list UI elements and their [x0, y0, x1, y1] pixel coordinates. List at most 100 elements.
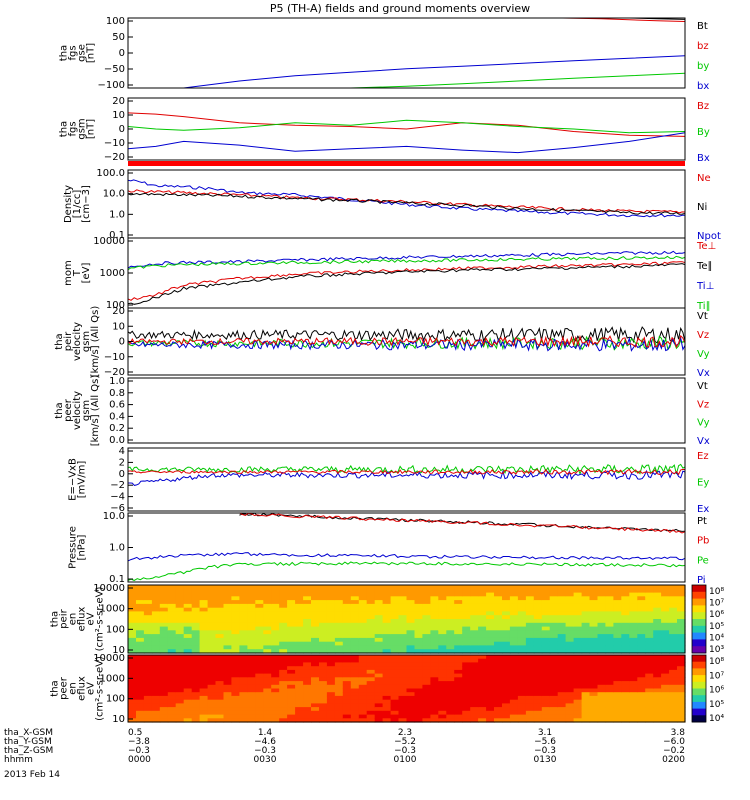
spectrogram-cell: [478, 692, 487, 697]
spectrogram-cell: [390, 600, 400, 605]
spectrogram-cell: [533, 703, 543, 708]
spectrogram-cell: [502, 714, 511, 719]
spectrogram-cell: [478, 684, 487, 690]
spectrogram-cell: [414, 692, 424, 697]
spectrogram-cell: [677, 634, 686, 639]
spectrogram-cell: [621, 607, 630, 613]
spectrogram-cell: [390, 669, 400, 675]
spectrogram-cell: [151, 630, 161, 635]
spectrogram-cell: [342, 645, 352, 650]
spectrogram-cell: [390, 603, 400, 609]
spectrogram-cell: [653, 673, 662, 678]
spectrogram-cell: [350, 710, 360, 716]
spectrogram-cell: [342, 607, 352, 613]
y-axis-label-line: [nT]: [86, 43, 97, 63]
spectrogram-cell: [446, 603, 455, 609]
spectrogram-cell: [175, 645, 185, 650]
spectrogram-cell: [533, 707, 543, 712]
spectrogram-cell: [136, 699, 145, 704]
spectrogram-cell: [573, 673, 583, 678]
spectrogram-cell: [271, 688, 280, 693]
spectrogram-cell: [350, 649, 360, 654]
spectrogram-cell: [565, 666, 575, 671]
y-tick-label: 10000: [93, 653, 125, 664]
spectrogram-cell: [215, 677, 225, 682]
spectrogram-cell: [533, 588, 543, 594]
spectrogram-cell: [406, 707, 416, 712]
spectrogram-cell: [199, 603, 209, 609]
spectrogram-cell: [191, 699, 201, 704]
spectrogram-cell: [438, 699, 447, 704]
spectrogram-cell: [470, 588, 479, 594]
spectrogram-cell: [669, 714, 678, 719]
spectrogram-cell: [159, 703, 169, 708]
spectrogram-cell: [462, 607, 471, 613]
spectrogram-cell: [374, 615, 384, 620]
spectrogram-cell: [191, 714, 201, 719]
spectrogram-cell: [319, 600, 328, 605]
spectrogram-cell: [295, 622, 304, 628]
spectrogram-cell: [128, 649, 137, 654]
spectrogram-cell: [509, 622, 519, 628]
spectrogram-cell: [255, 622, 264, 628]
spectrogram-cell: [621, 637, 630, 643]
spectrogram-cell: [151, 714, 161, 719]
spectrogram-cell: [645, 710, 654, 716]
spectrogram-cell: [183, 710, 193, 716]
spectrogram-cell: [263, 600, 272, 605]
spectrogram-cell: [462, 688, 471, 693]
spectrogram-cell: [414, 649, 424, 654]
spectrogram-cell: [589, 615, 599, 620]
spectrogram-cell: [637, 658, 646, 663]
spectrogram-cell: [199, 645, 209, 650]
spectrogram-cell: [669, 673, 678, 678]
spectrogram-cell: [661, 637, 670, 643]
spectrogram-cell: [143, 615, 153, 620]
spectrogram-cell: [613, 673, 622, 678]
spectrogram-cell: [422, 673, 431, 678]
spectrogram-cell: [175, 695, 185, 701]
spectrogram-cell: [279, 626, 288, 631]
spectrogram-cell: [136, 596, 145, 601]
spectrogram-cell: [653, 703, 662, 708]
spectrogram-cell: [406, 611, 416, 616]
spectrogram-cell: [470, 630, 479, 635]
spectrogram-cell: [430, 718, 439, 723]
spectrogram-cell: [382, 695, 392, 701]
spectrogram-cell: [191, 592, 201, 597]
spectrogram-cell: [573, 596, 583, 601]
spectrogram-cell: [645, 718, 654, 723]
spectrogram-cell: [613, 666, 622, 671]
spectrogram-cell: [279, 658, 288, 663]
spectrogram-cell: [605, 637, 614, 643]
spectrogram-cell: [398, 666, 408, 671]
spectrogram-cell: [661, 662, 670, 667]
spectrogram-cell: [581, 600, 591, 605]
spectrogram-cell: [637, 666, 646, 671]
spectrogram-cell: [319, 592, 328, 597]
spectrogram-cell: [637, 677, 646, 682]
spectrogram-cell: [136, 673, 145, 678]
x-row-label: tha_Y-GSM: [4, 737, 52, 747]
spectrogram-cell: [311, 703, 320, 708]
spectrogram-cell: [597, 622, 607, 628]
legend-label: Vx: [697, 436, 710, 447]
spectrogram-cell: [287, 649, 296, 654]
spectrogram-cell: [191, 662, 201, 667]
spectrogram-cell: [303, 626, 312, 631]
spectrogram-cell: [207, 703, 217, 708]
legend-label: Vy: [697, 418, 710, 429]
spectrogram-cell: [215, 634, 225, 639]
spectrogram-cell: [605, 641, 614, 647]
spectrogram-cell: [621, 684, 630, 690]
spectrogram-cell: [669, 622, 678, 628]
y-axis-label-line: eV: [86, 682, 97, 695]
spectrogram-cell: [669, 603, 678, 609]
spectrogram-cell: [199, 699, 209, 704]
spectrogram-cell: [509, 615, 519, 620]
spectrogram-cell: [374, 596, 384, 601]
spectrogram-cell: [549, 692, 559, 697]
spectrogram-cell: [247, 615, 256, 620]
spectrogram-cell: [136, 658, 145, 663]
spectrogram-cell: [438, 588, 447, 594]
